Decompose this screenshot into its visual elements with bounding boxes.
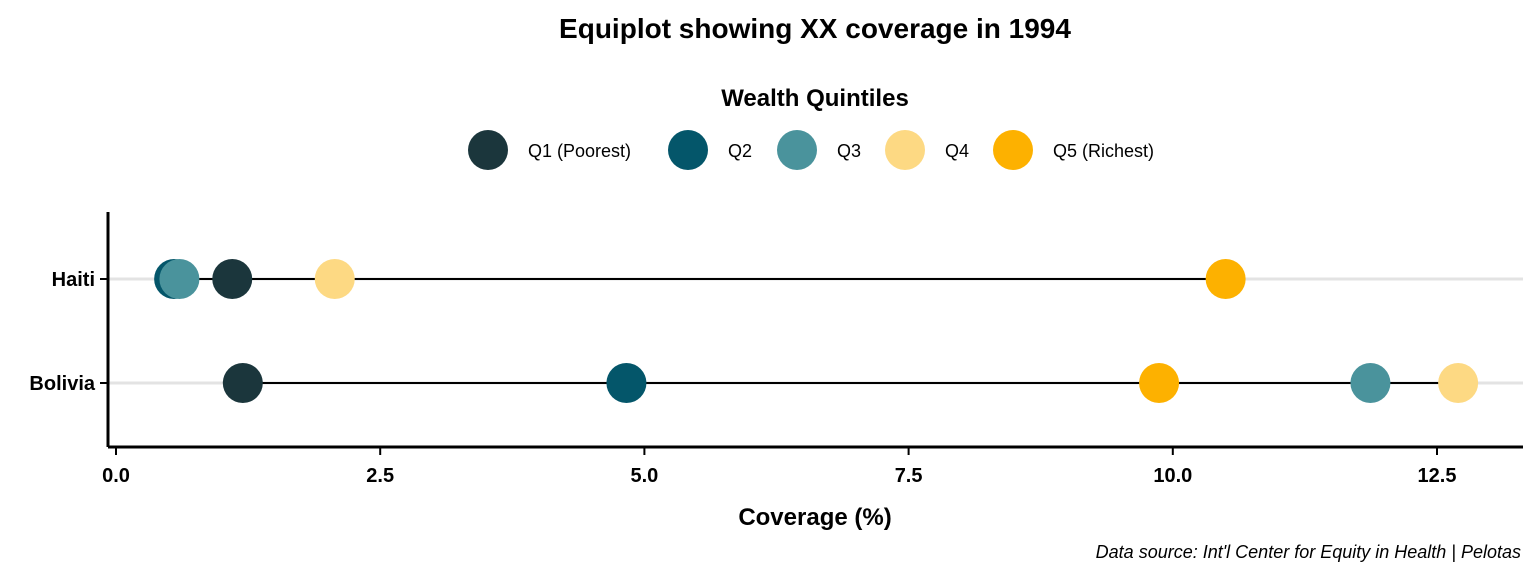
legend-item-q3: Q3 bbox=[777, 130, 861, 170]
legend-swatch-q1 bbox=[468, 130, 508, 170]
legend-label-q4: Q4 bbox=[945, 141, 969, 161]
legend-swatch-q3 bbox=[777, 130, 817, 170]
point-bolivia-q1 bbox=[222, 363, 263, 403]
gridlines bbox=[108, 277, 1523, 385]
legend-item-q5: Q5 (Richest) bbox=[993, 130, 1154, 170]
x-axis-ticks: 0.0 2.5 5.0 7.5 10.0 12.5 bbox=[102, 447, 1456, 487]
legend-title: Wealth Quintiles bbox=[721, 85, 909, 112]
y-tick-label-bolivia: Bolivia bbox=[29, 373, 95, 395]
x-tick-label: 5.0 bbox=[630, 465, 658, 487]
chart-title: Equiplot showing XX coverage in 1994 bbox=[559, 13, 1071, 44]
point-bolivia-q4 bbox=[1438, 363, 1479, 403]
legend-item-q4: Q4 bbox=[885, 130, 969, 170]
point-bolivia-q3 bbox=[1350, 363, 1391, 403]
point-haiti-q3 bbox=[159, 259, 200, 299]
legend-label-q5: Q5 (Richest) bbox=[1053, 141, 1154, 161]
legend-label-q3: Q3 bbox=[837, 141, 861, 161]
x-tick-label: 10.0 bbox=[1153, 465, 1192, 487]
x-tick-label: 7.5 bbox=[895, 465, 923, 487]
legend-item-q1: Q1 (Poorest) bbox=[468, 130, 631, 170]
legend-swatch-q5 bbox=[993, 130, 1033, 170]
legend-label-q1: Q1 (Poorest) bbox=[528, 141, 631, 161]
y-tick-label-haiti: Haiti bbox=[52, 269, 95, 291]
legend-swatch-q2 bbox=[668, 130, 708, 170]
data-points bbox=[154, 259, 1479, 403]
x-tick-label: 12.5 bbox=[1418, 465, 1457, 487]
legend-swatch-q4 bbox=[885, 130, 925, 170]
point-haiti-q5 bbox=[1205, 259, 1246, 299]
y-axis-ticks: Haiti Bolivia bbox=[29, 269, 108, 395]
x-tick-label: 0.0 bbox=[102, 465, 130, 487]
point-bolivia-q2 bbox=[606, 363, 647, 403]
legend-item-q2: Q2 bbox=[668, 130, 752, 170]
point-haiti-q1 bbox=[212, 259, 253, 299]
legend-label-q2: Q2 bbox=[728, 141, 752, 161]
point-haiti-q4 bbox=[314, 259, 355, 299]
legend: Q1 (Poorest) Q2 Q3 Q4 Q5 (Richest) bbox=[468, 130, 1154, 170]
point-bolivia-q5 bbox=[1139, 363, 1180, 403]
x-axis-title: Coverage (%) bbox=[738, 504, 891, 531]
caption: Data source: Int'l Center for Equity in … bbox=[1096, 542, 1521, 562]
x-tick-label: 2.5 bbox=[366, 465, 394, 487]
range-lines bbox=[174, 278, 1459, 384]
